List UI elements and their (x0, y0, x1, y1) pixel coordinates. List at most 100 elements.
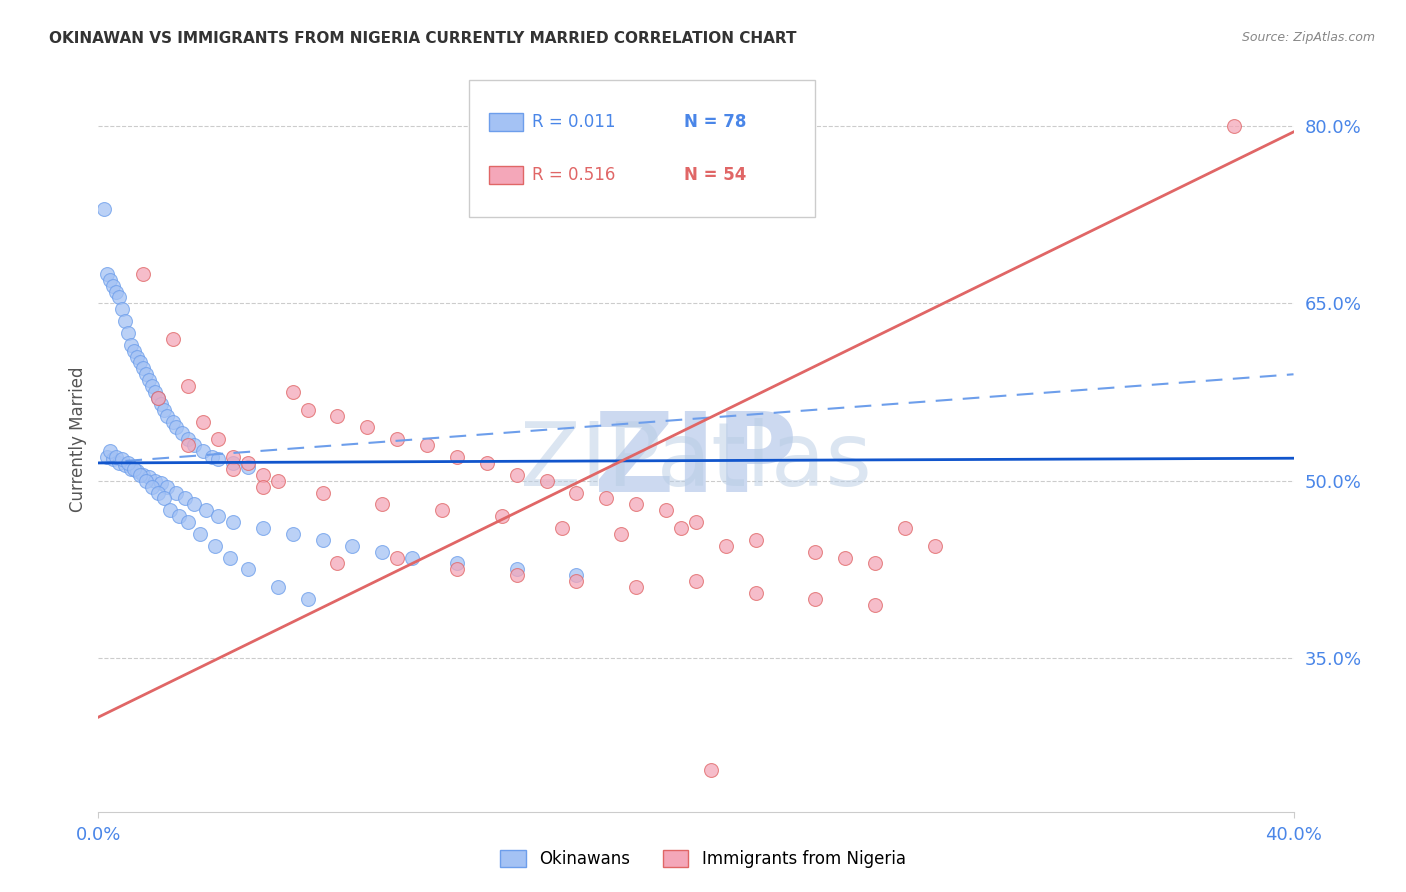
Point (326, 557, 349, 571)
Point (177, 379, 200, 393)
Point (326, 409, 349, 423)
Point (297, 402, 319, 417)
Point (207, 509, 229, 524)
Text: ZIP: ZIP (595, 409, 797, 516)
Point (834, 550, 856, 565)
Point (236, 456, 259, 470)
Point (127, 464, 149, 478)
Point (195, 503, 218, 517)
Text: Source: ZipAtlas.com: Source: ZipAtlas.com (1241, 31, 1375, 45)
Point (132, 361, 155, 376)
Text: R = 0.011: R = 0.011 (533, 113, 616, 131)
Point (135, 474, 157, 488)
Point (626, 580, 648, 594)
Text: ZIPatlas: ZIPatlas (520, 418, 872, 505)
Point (371, 497, 394, 511)
Point (536, 474, 558, 488)
Legend: Okinawans, Immigrants from Nigeria: Okinawans, Immigrants from Nigeria (494, 843, 912, 875)
Point (610, 527, 633, 541)
Point (506, 568, 529, 582)
FancyBboxPatch shape (470, 79, 815, 218)
Point (506, 467, 529, 482)
Point (1223, 119, 1246, 133)
Point (714, 539, 737, 553)
FancyBboxPatch shape (489, 166, 523, 184)
Point (153, 402, 176, 417)
Point (111, 452, 134, 467)
Point (183, 497, 205, 511)
Point (491, 509, 513, 524)
Point (385, 433, 409, 447)
Point (385, 550, 409, 565)
Point (103, 278, 125, 293)
Point (177, 433, 200, 447)
Point (804, 591, 827, 606)
Point (143, 474, 166, 488)
Point (177, 515, 200, 529)
Point (924, 539, 946, 553)
Point (132, 267, 155, 281)
Point (167, 509, 190, 524)
Point (297, 591, 319, 606)
Point (105, 450, 128, 464)
Point (105, 285, 128, 299)
Point (148, 391, 170, 405)
Point (475, 456, 498, 470)
Point (311, 533, 333, 547)
Point (595, 491, 617, 506)
Point (565, 485, 588, 500)
Point (174, 491, 197, 506)
Point (127, 350, 149, 364)
Point (700, 764, 723, 778)
Point (138, 373, 160, 387)
Point (401, 550, 423, 565)
Point (191, 444, 214, 458)
Point (236, 562, 259, 576)
Point (138, 470, 160, 484)
Point (267, 580, 290, 594)
Point (865, 557, 887, 571)
Point (252, 467, 274, 482)
Point (222, 515, 245, 529)
Point (165, 485, 187, 500)
Point (655, 503, 678, 517)
Point (114, 458, 136, 473)
Point (267, 474, 290, 488)
Point (98, 444, 122, 458)
FancyBboxPatch shape (489, 113, 523, 131)
Point (129, 467, 152, 482)
Point (98, 273, 122, 287)
Point (96, 450, 118, 464)
Point (156, 480, 179, 494)
Point (356, 420, 378, 434)
Point (143, 384, 166, 399)
Point (626, 497, 648, 511)
Point (120, 337, 142, 351)
Point (252, 480, 274, 494)
Point (281, 527, 304, 541)
Text: R = 0.516: R = 0.516 (533, 166, 616, 184)
Point (103, 452, 125, 467)
Point (117, 326, 139, 340)
Point (150, 397, 173, 411)
Point (446, 562, 468, 576)
Point (188, 527, 211, 541)
Point (172, 426, 194, 441)
Point (124, 343, 146, 358)
Point (865, 598, 887, 612)
Y-axis label: Currently Married: Currently Married (69, 367, 87, 512)
Point (132, 467, 155, 482)
Point (685, 574, 707, 589)
Point (162, 332, 184, 346)
Point (685, 515, 707, 529)
Point (222, 450, 245, 464)
Point (222, 462, 245, 476)
Point (207, 433, 229, 447)
Point (135, 368, 157, 382)
Point (207, 452, 229, 467)
Point (108, 290, 131, 304)
Point (669, 521, 692, 535)
Point (108, 456, 131, 470)
Point (114, 314, 136, 328)
Point (565, 574, 588, 589)
